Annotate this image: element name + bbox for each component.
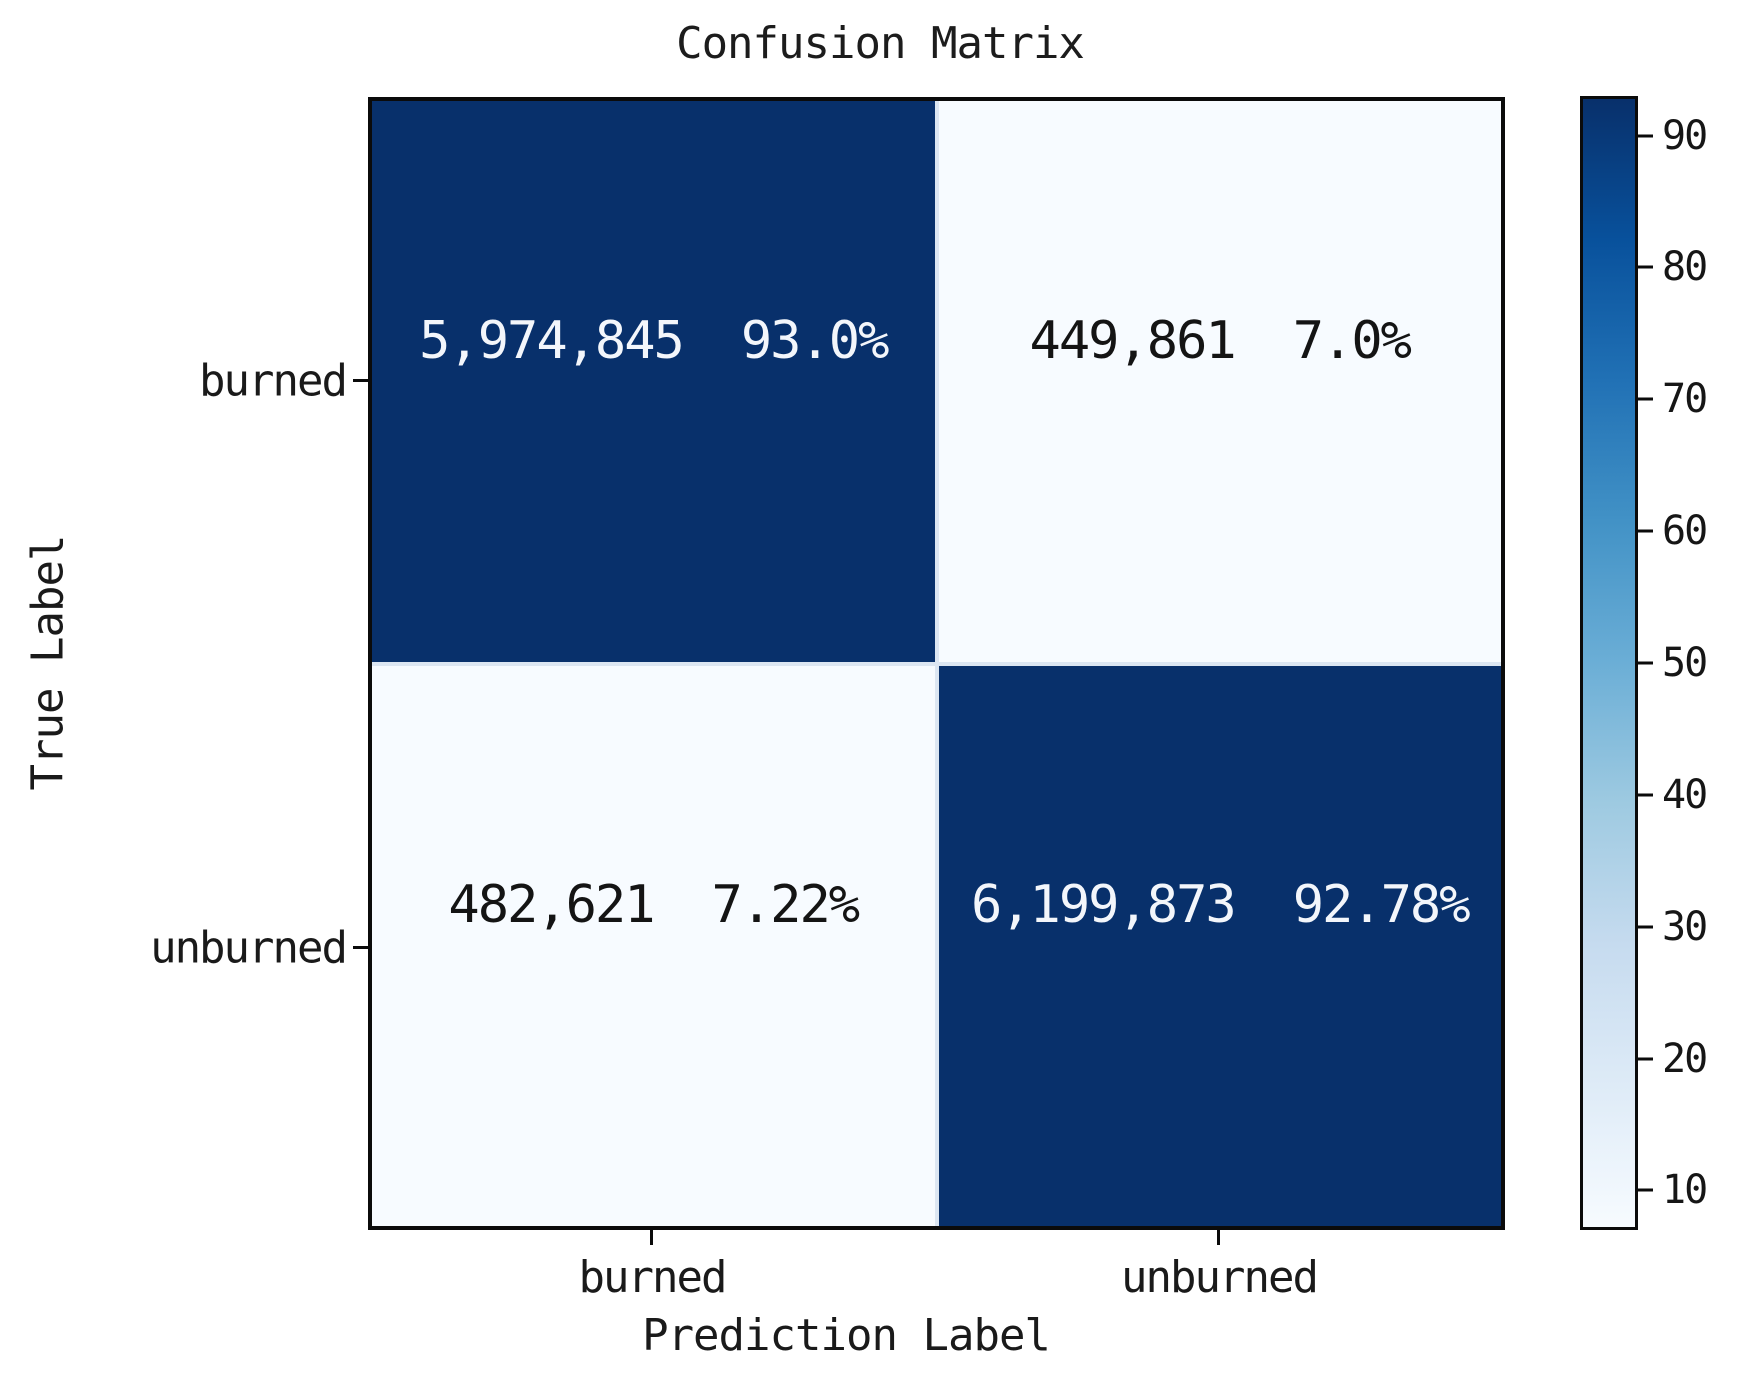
colorbar-tick-mark [1638,1057,1653,1061]
y-tick-mark-burned [353,379,368,382]
colorbar-tick-mark [1638,529,1653,533]
colorbar-tick-label: 10 [1662,1167,1708,1214]
colorbar-tick-mark [1638,661,1653,665]
y-tick-label-unburned: unburned [150,922,348,974]
colorbar-tick-mark [1638,397,1653,401]
cell-percent: 93.0% [740,310,890,371]
colorbar-tick-label: 60 [1662,508,1708,555]
colorbar-tick-label: 90 [1662,112,1708,159]
colorbar-tick-label: 30 [1662,903,1708,950]
cell-count: 5,974,845 [419,310,685,371]
cell-annotation: 6,199,873 92.78% [939,875,1502,935]
colorbar-ticks: 90 80 70 60 50 40 30 20 10 [1638,96,1737,1230]
heatmap-grid: 5,974,845 93.0% 449,861 7.0% 482,621 7.2… [372,101,1501,1226]
cell-true-unburned-pred-unburned: 6,199,873 92.78% [938,665,1502,1226]
colorbar-tick-label: 50 [1662,640,1708,686]
cell-true-burned-pred-unburned: 449,861 7.0% [938,101,1502,662]
colorbar-tick-label: 70 [1662,376,1708,423]
colorbar-tick-label: 80 [1662,244,1708,291]
x-tick-mark-burned [650,1230,653,1245]
x-tick-label-burned: burned [578,1252,728,1303]
colorbar-tick-mark [1638,134,1653,138]
plot-area: 5,974,845 93.0% 449,861 7.0% 482,621 7.2… [368,97,1505,1230]
cell-true-unburned-pred-burned: 482,621 7.22% [372,665,935,1226]
chart-title: Confusion Matrix [676,18,1085,69]
cell-true-burned-pred-burned: 5,974,845 93.0% [372,101,935,662]
colorbar-tick-mark [1638,925,1653,929]
cell-count: 482,621 [448,875,655,936]
cell-annotation: 482,621 7.22% [372,875,935,935]
cell-percent: 7.22% [711,875,861,936]
colorbar-tick-label: 40 [1662,771,1708,818]
cell-percent: 7.0% [1292,310,1412,371]
colorbar-tick-mark [1638,1188,1653,1192]
cell-count: 449,861 [1029,310,1237,371]
x-tick-label-unburned: unburned [1121,1252,1319,1303]
y-tick-label-burned: burned [199,355,348,407]
colorbar [1580,96,1638,1230]
colorbar-tick-mark [1638,265,1653,269]
y-axis-title: True Label [22,535,74,791]
colorbar-tick-label: 20 [1662,1035,1708,1082]
cell-annotation: 5,974,845 93.0% [372,311,935,371]
x-tick-mark-unburned [1217,1230,1220,1245]
colorbar-tick-mark [1638,793,1653,797]
colorbar-gradient [1583,99,1635,1227]
cell-count: 6,199,873 [970,875,1237,936]
x-axis-title: Prediction Label [642,1310,1051,1361]
cell-percent: 92.78% [1292,875,1471,936]
cell-annotation: 449,861 7.0% [939,311,1502,371]
y-tick-mark-unburned [353,946,368,949]
